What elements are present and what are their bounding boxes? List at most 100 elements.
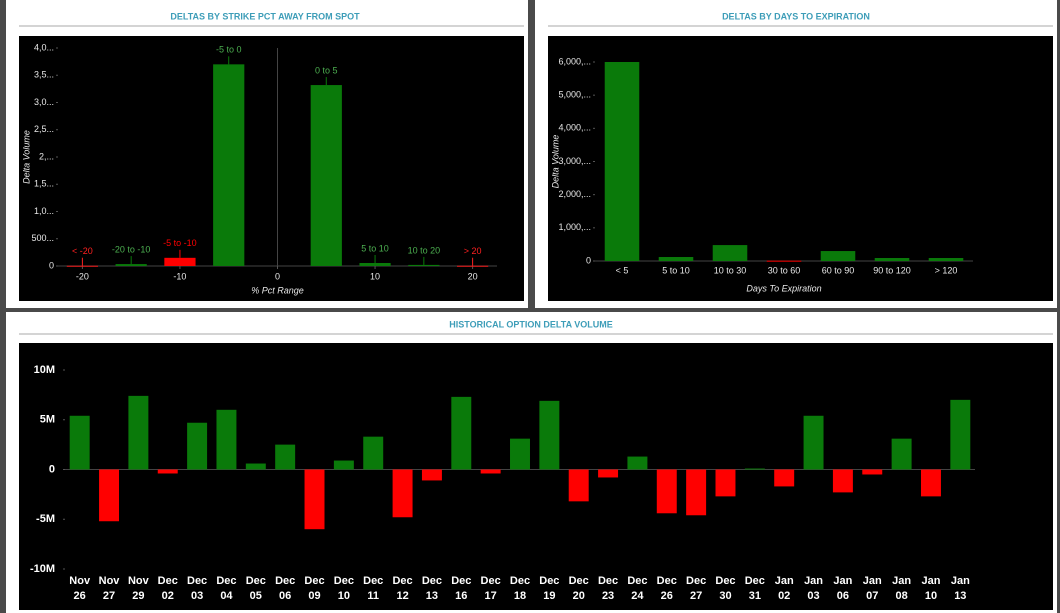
x-tick-label: 03 — [807, 590, 819, 602]
y-tick-label: -5M — [36, 513, 55, 525]
bar — [950, 399, 971, 470]
bar — [510, 438, 530, 470]
bar — [480, 469, 501, 474]
bar — [164, 257, 196, 266]
bar — [832, 469, 853, 493]
x-tick-label: 29 — [132, 590, 144, 602]
x-tick-label: 60 to 90 — [822, 265, 855, 275]
x-tick-label: 26 — [74, 590, 86, 602]
bar — [928, 258, 964, 261]
x-tick-label: 30 to 60 — [768, 265, 801, 275]
x-tick-label: 10 — [925, 590, 937, 602]
x-tick-label: 20 — [468, 271, 478, 281]
y-tick-label: 1,000,... — [558, 222, 591, 232]
bar — [304, 469, 325, 530]
x-axis-label: Days To Expiration — [746, 283, 821, 293]
y-tick-label: 3,5... — [34, 70, 54, 80]
x-tick-label: -10 — [173, 271, 186, 281]
x-tick-label: Dec — [334, 575, 354, 587]
x-tick-label: 08 — [895, 590, 907, 602]
bar — [216, 409, 237, 470]
x-tick-label: Dec — [216, 575, 236, 587]
bar-label: < -20 — [72, 246, 93, 256]
bar — [920, 469, 941, 497]
x-tick-label: 07 — [866, 590, 878, 602]
x-tick-label: Jan — [775, 575, 794, 587]
bar — [744, 468, 765, 470]
bar — [359, 263, 391, 266]
bar — [421, 469, 442, 481]
bar — [658, 257, 694, 261]
y-axis-label: Delta Volume — [21, 130, 31, 184]
x-tick-label: Dec — [510, 575, 530, 587]
bar — [99, 469, 120, 522]
bar-label: -20 to -10 — [112, 244, 151, 254]
bar — [715, 469, 736, 497]
y-tick-label: 4,000,... — [558, 123, 591, 133]
bar — [310, 85, 342, 266]
plot-area — [19, 343, 1053, 610]
x-tick-label: Dec — [686, 575, 706, 587]
bar-label: 5 to 10 — [361, 243, 389, 253]
x-tick-label: 13 — [426, 590, 438, 602]
bar — [604, 62, 640, 261]
bar — [157, 469, 178, 474]
x-tick-label: 02 — [778, 590, 790, 602]
x-tick-label: < 5 — [616, 265, 629, 275]
bar — [187, 422, 208, 470]
bar — [891, 438, 912, 470]
x-tick-label: Dec — [745, 575, 765, 587]
y-tick-label: 6,000,... — [558, 56, 591, 66]
y-tick-label: 1,5... — [34, 179, 54, 189]
x-tick-label: Dec — [657, 575, 677, 587]
plot-area — [19, 36, 524, 301]
x-tick-label: 03 — [191, 590, 203, 602]
x-tick-label: Dec — [715, 575, 735, 587]
bar — [363, 436, 384, 470]
bar-label: 10 to 20 — [408, 245, 441, 255]
chart-title: DELTAS BY DAYS TO EXPIRATION — [722, 11, 870, 21]
x-tick-label: 20 — [573, 590, 585, 602]
bar — [128, 395, 149, 470]
x-tick-label: Dec — [275, 575, 295, 587]
x-tick-label: Dec — [422, 575, 442, 587]
bar — [766, 260, 802, 262]
x-tick-label: Jan — [833, 575, 852, 587]
x-tick-label: Dec — [304, 575, 324, 587]
y-axis-label: Delta Volume — [550, 135, 560, 189]
y-tick-label: 4,0... — [34, 42, 54, 52]
x-tick-label: Dec — [627, 575, 647, 587]
y-tick-label: 0 — [49, 463, 55, 475]
x-tick-label: Nov — [128, 575, 150, 587]
x-tick-label: 24 — [631, 590, 644, 602]
bar — [333, 460, 354, 470]
y-tick-label: 10M — [34, 364, 55, 376]
x-tick-label: 5 to 10 — [662, 265, 690, 275]
x-tick-label: 06 — [279, 590, 291, 602]
y-tick-label: 2,... — [39, 151, 54, 161]
x-tick-label: Dec — [392, 575, 412, 587]
x-tick-label: 16 — [455, 590, 467, 602]
x-tick-label: 18 — [514, 590, 526, 602]
bar — [874, 258, 910, 261]
bar-label: -5 to -10 — [163, 238, 197, 248]
y-tick-label: 5M — [40, 414, 55, 426]
y-tick-label: 2,5... — [34, 124, 54, 134]
bar — [245, 463, 266, 470]
x-tick-label: Dec — [481, 575, 501, 587]
x-tick-label: > 120 — [935, 265, 958, 275]
x-tick-label: 11 — [367, 590, 379, 602]
bar — [803, 415, 824, 470]
y-tick-label: -10M — [30, 563, 55, 575]
x-tick-label: -20 — [76, 271, 89, 281]
x-tick-label: Jan — [951, 575, 970, 587]
x-tick-label: 10 — [370, 271, 380, 281]
y-tick-label: 0 — [586, 255, 591, 265]
x-tick-label: 02 — [162, 590, 174, 602]
chart-title: HISTORICAL OPTION DELTA VOLUME — [449, 319, 613, 329]
x-tick-label: 27 — [690, 590, 702, 602]
x-tick-label: 06 — [837, 590, 849, 602]
bar-label: > 20 — [464, 246, 482, 256]
bar-label: 0 to 5 — [315, 65, 338, 75]
